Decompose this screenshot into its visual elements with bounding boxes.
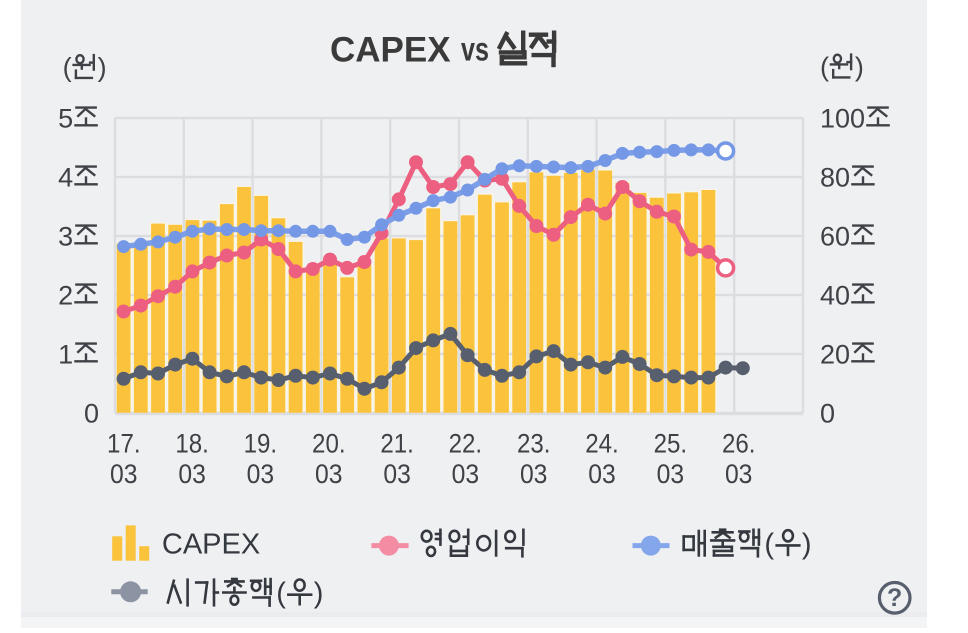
- svg-text:23.: 23.: [517, 429, 551, 459]
- svg-text:): ): [314, 578, 324, 610]
- svg-text:60: 60: [820, 222, 850, 252]
- svg-text:?: ?: [887, 584, 902, 612]
- svg-text:03: 03: [657, 459, 685, 489]
- svg-text:0: 0: [820, 399, 835, 429]
- svg-text:(: (: [764, 528, 774, 560]
- svg-text:(: (: [276, 578, 286, 610]
- svg-text:): ): [855, 52, 864, 82]
- svg-text:): ): [802, 528, 812, 560]
- svg-text:(: (: [63, 53, 72, 83]
- svg-text:20: 20: [820, 340, 850, 370]
- svg-text:03: 03: [588, 459, 616, 489]
- svg-text:0: 0: [84, 399, 99, 429]
- svg-text:03: 03: [110, 459, 138, 489]
- svg-text:1: 1: [58, 340, 73, 370]
- svg-text:03: 03: [383, 459, 411, 489]
- svg-text:03: 03: [247, 459, 275, 489]
- svg-text:20.: 20.: [312, 429, 346, 459]
- svg-text:CAPEX: CAPEX: [330, 30, 451, 69]
- svg-text:4: 4: [58, 163, 73, 193]
- svg-text:19.: 19.: [244, 429, 278, 459]
- svg-text:5: 5: [58, 104, 73, 134]
- svg-text:26.: 26.: [722, 429, 756, 459]
- svg-text:(: (: [820, 52, 829, 82]
- svg-text:03: 03: [178, 459, 206, 489]
- svg-text:17.: 17.: [107, 429, 141, 459]
- svg-text:2: 2: [58, 281, 73, 311]
- svg-text:40: 40: [820, 281, 850, 311]
- svg-text:03: 03: [725, 459, 753, 489]
- svg-text:24.: 24.: [585, 429, 619, 459]
- svg-text:): ): [98, 53, 107, 83]
- svg-text:80: 80: [820, 163, 850, 193]
- svg-text:18.: 18.: [175, 429, 209, 459]
- svg-text:vs: vs: [461, 31, 489, 68]
- svg-text:03: 03: [452, 459, 480, 489]
- svg-text:25.: 25.: [654, 429, 688, 459]
- svg-text:21.: 21.: [380, 429, 414, 459]
- svg-text:03: 03: [520, 459, 548, 489]
- svg-text:22.: 22.: [449, 429, 483, 459]
- svg-text:100: 100: [820, 104, 865, 134]
- svg-text:CAPEX: CAPEX: [162, 529, 260, 561]
- svg-text:3: 3: [58, 222, 73, 252]
- svg-text:03: 03: [315, 459, 343, 489]
